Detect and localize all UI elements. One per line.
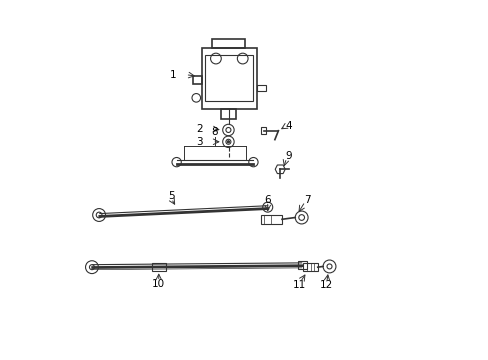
Text: 10: 10 (152, 279, 165, 289)
Text: 5: 5 (167, 191, 174, 201)
Bar (298, 261, 306, 269)
Text: 2: 2 (196, 124, 203, 134)
Text: 4: 4 (285, 121, 292, 131)
Text: 1: 1 (169, 69, 176, 80)
Bar (257, 85, 265, 91)
Text: 9: 9 (285, 151, 292, 161)
Text: 7: 7 (303, 195, 310, 204)
Bar (260, 215, 282, 224)
Bar (205, 55, 253, 102)
Bar (303, 263, 317, 271)
Bar (151, 263, 165, 271)
Text: 11: 11 (293, 280, 306, 291)
Bar (221, 109, 235, 119)
Text: 3: 3 (196, 137, 203, 147)
Bar (212, 39, 244, 48)
Circle shape (227, 141, 229, 143)
Text: 12: 12 (319, 280, 333, 291)
Bar (201, 48, 257, 109)
Text: 6: 6 (264, 195, 270, 204)
Text: 8: 8 (211, 127, 218, 138)
Bar (192, 76, 201, 84)
Bar (260, 127, 265, 134)
